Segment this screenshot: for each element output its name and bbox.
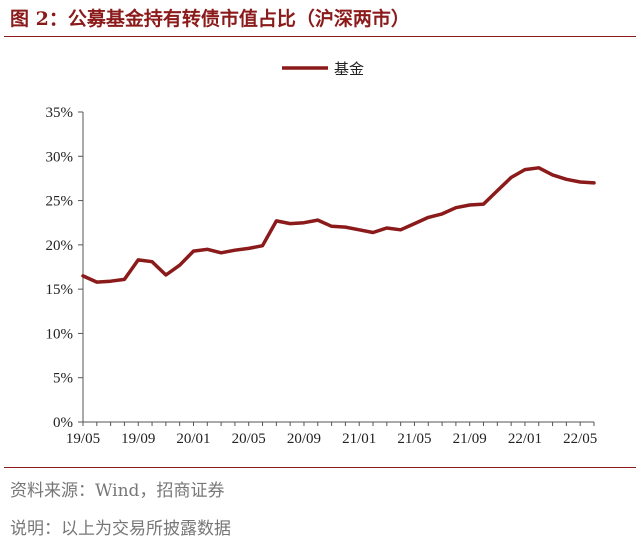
source-note: 资料来源：Wind，招商证券: [10, 481, 225, 501]
line-chart: 基金 0% 5% 10% 15% 20% 25% 30% 35% 19/05 19/09 20/0…: [46, 60, 598, 447]
x-tick-label: 19/09: [121, 431, 155, 447]
y-tick-label: 35%: [46, 105, 74, 121]
x-tick-label: 21/09: [453, 431, 487, 447]
y-tick-label: 5%: [53, 371, 73, 387]
x-tick-label: 22/05: [563, 431, 597, 447]
title-divider: [4, 36, 636, 37]
y-tick-label: 20%: [46, 238, 74, 254]
bottom-divider: [4, 467, 636, 468]
x-axis: 19/05 19/09 20/01 20/05 20/09 21/01 21/05 21/09…: [66, 421, 597, 447]
y-tick-label: 10%: [46, 326, 74, 342]
y-tick-label: 25%: [46, 194, 74, 210]
y-tick-label: 30%: [46, 149, 74, 165]
x-tick-label: 21/05: [397, 431, 431, 447]
series-layer: [81, 166, 596, 284]
x-tick-label: 20/01: [176, 431, 210, 447]
legend: 基金: [282, 60, 364, 78]
legend-label: 基金: [334, 60, 364, 78]
x-tick-label: 20/05: [232, 431, 266, 447]
x-tick-label: 21/01: [342, 431, 376, 447]
y-tick-label: 15%: [46, 282, 74, 298]
series-line: [81, 166, 596, 284]
x-tick-label: 20/09: [287, 431, 321, 447]
x-tick-label: 19/05: [66, 431, 100, 447]
x-tick-label: 22/01: [508, 431, 542, 447]
figure-title: 图 2：公募基金持有转债市值占比（沪深两市）: [10, 8, 410, 30]
y-axis: 0% 5% 10% 15% 20% 25% 30% 35%: [46, 105, 84, 431]
explanation-note: 说明：以上为交易所披露数据: [10, 519, 231, 539]
y-tick-label: 0%: [53, 415, 73, 431]
